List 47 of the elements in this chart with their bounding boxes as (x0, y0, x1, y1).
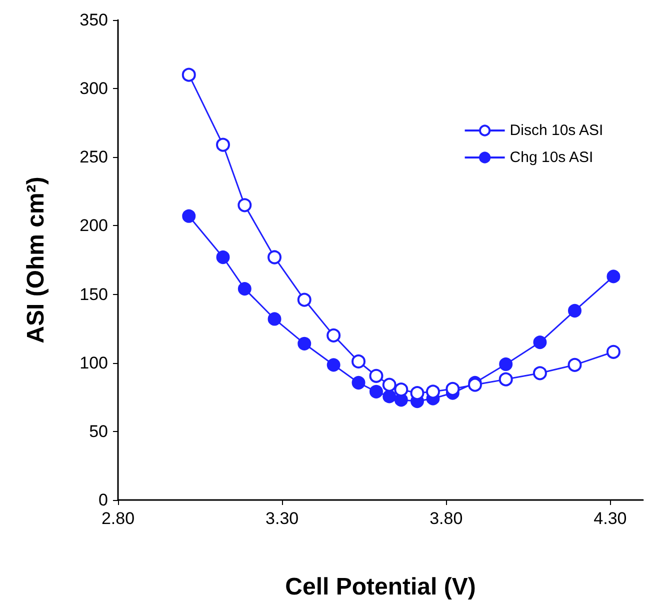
legend-label: Disch 10s ASI (510, 122, 604, 139)
x-tick-label: 3.80 (430, 509, 463, 528)
point (238, 282, 252, 296)
point (382, 378, 396, 392)
point (182, 209, 196, 223)
point (182, 68, 196, 82)
point (606, 344, 620, 359)
y-tick-label: 50 (89, 422, 108, 441)
y-tick-label: 100 (80, 353, 108, 372)
point (238, 198, 252, 212)
point (498, 372, 513, 386)
point (410, 386, 424, 400)
y-tick-label: 150 (80, 284, 108, 304)
y-tick-label: 250 (80, 148, 108, 167)
point (394, 382, 408, 397)
point (533, 336, 547, 350)
y-tick-label: 200 (80, 216, 108, 236)
x-axis-title: Cell Potential (V) (285, 574, 476, 600)
y-axis-title: ASI (Ohm cm²) (22, 176, 50, 344)
point (606, 270, 620, 284)
point (532, 366, 547, 380)
x-tick-label: 2.80 (101, 509, 135, 528)
point (326, 358, 340, 372)
point (352, 354, 366, 368)
point (369, 368, 384, 383)
x-tick-label: 3.30 (266, 509, 299, 528)
point (297, 292, 312, 307)
point (382, 390, 396, 404)
point (268, 250, 282, 264)
point (568, 358, 582, 372)
y-tick-label: 350 (80, 10, 108, 30)
point (298, 336, 312, 350)
point (568, 304, 582, 318)
point (268, 312, 282, 326)
point (326, 328, 341, 342)
point (216, 250, 230, 264)
y-tick-label: 0 (98, 490, 108, 510)
point (369, 384, 383, 398)
point (468, 378, 482, 392)
point (426, 384, 440, 399)
point (499, 357, 513, 371)
point (352, 376, 366, 390)
y-tick-label: 300 (80, 79, 108, 98)
x-tick-label: 4.30 (594, 509, 627, 528)
point (446, 382, 460, 396)
point (216, 138, 230, 152)
legend-label: Chg 10s ASI (510, 149, 594, 166)
